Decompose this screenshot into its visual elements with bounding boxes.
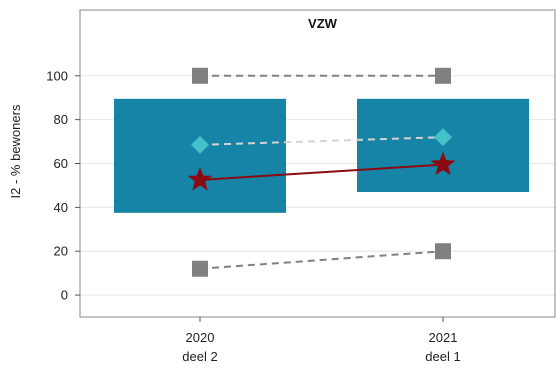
y-tick-label: 100 [46,68,68,83]
mean-line [199,136,444,146]
range-boxes [114,98,529,213]
y-tick-label: 0 [61,288,68,303]
y-tick-label: 80 [54,112,68,127]
min-marker [435,243,451,260]
x-tick-label-part: deel 2 [182,349,217,364]
mean-marker [434,128,452,147]
mean-marker [191,135,209,154]
x-tick-label-year: 2021 [429,330,458,345]
min-line [199,250,444,270]
min-marker [192,260,208,277]
x-tick-label-part: deel 1 [425,349,460,364]
y-tick-label: 20 [54,244,68,259]
y-tick-label: 40 [54,200,68,215]
x-tick-label-year: 2020 [186,330,215,345]
series-lines [199,74,444,270]
chart-title: VZW [308,16,338,31]
max-marker [435,67,451,84]
median-marker [187,166,213,191]
range-box [114,98,286,213]
max-marker [192,67,208,84]
y-axis-title: I2 - % bewoners [8,104,23,198]
median-marker [430,151,456,176]
median-line [199,163,444,181]
axes: 0 20 40 60 80 100 2020 deel 2 2021 deel 1 [46,68,460,364]
y-tick-label: 60 [54,156,68,171]
series-markers [187,67,456,277]
